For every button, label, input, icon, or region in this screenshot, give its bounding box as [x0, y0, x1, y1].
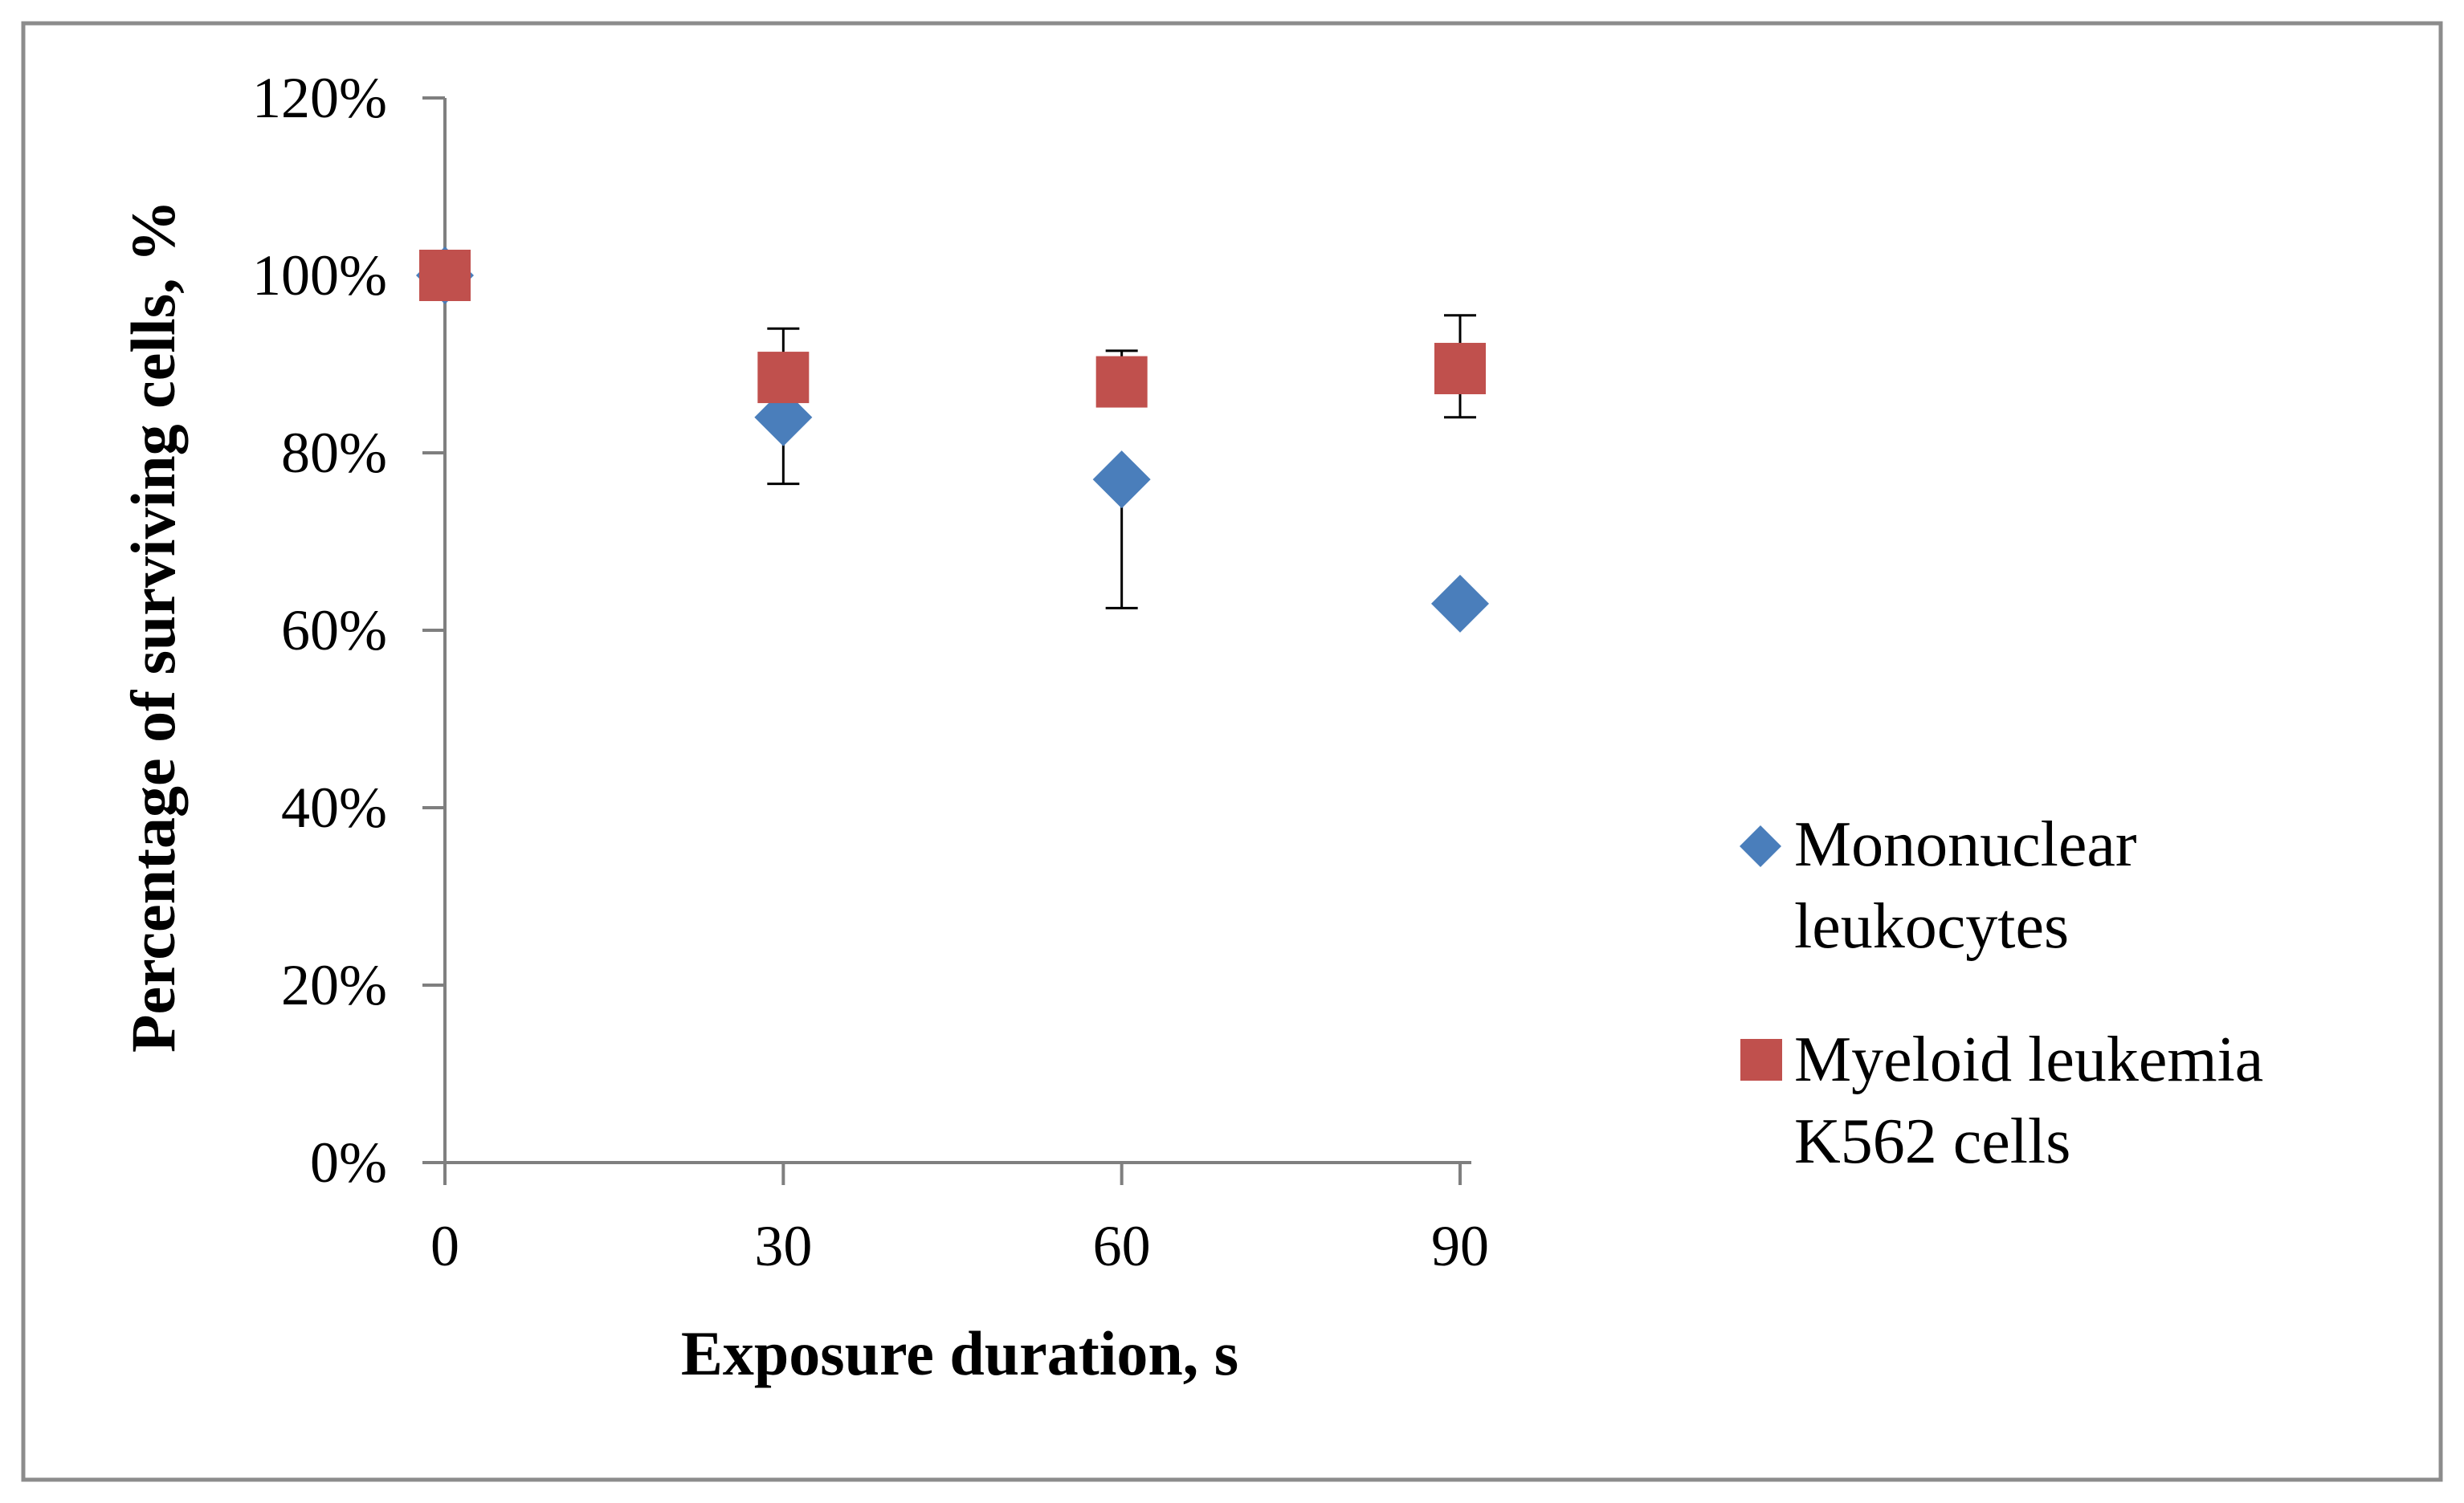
legend-item-mononuclear: Mononuclear leukocytes: [1740, 809, 2137, 962]
data-point-myeloid: [419, 250, 471, 301]
legend-label-myeloid-line1: Myeloid leukemia: [1794, 1024, 2263, 1095]
plot-area: 0% 20% 40% 60% 80% 100% 120% 0 30 60 90: [252, 66, 1489, 1278]
data-point-mononuclear: [1092, 450, 1151, 509]
legend-square-marker: [1740, 1039, 1782, 1081]
x-tick-label: 90: [1431, 1214, 1489, 1278]
legend: Mononuclear leukocytes Myeloid leukemia …: [1740, 809, 2263, 1177]
y-tick-label: 120%: [252, 66, 387, 130]
data-point-mononuclear: [1431, 574, 1489, 633]
y-tick-label: 0%: [310, 1130, 387, 1195]
legend-label-mononuclear-line2: leukocytes: [1794, 891, 2069, 962]
data-point-myeloid: [1095, 356, 1148, 408]
x-axis-ticks: 0 30 60 90: [430, 1163, 1489, 1278]
x-axis-title: Exposure duration, s: [681, 1318, 1238, 1388]
y-tick-label: 20%: [281, 953, 387, 1017]
data-point-myeloid: [757, 352, 810, 404]
legend-label-myeloid-line2: K562 cells: [1794, 1106, 2070, 1177]
legend-diamond-marker: [1740, 825, 1781, 867]
legend-label-mononuclear-line1: Mononuclear: [1794, 809, 2137, 880]
x-tick-label: 0: [430, 1214, 459, 1278]
y-tick-label: 100%: [252, 243, 387, 308]
chart-border: [21, 21, 2443, 1482]
y-tick-label: 80%: [281, 421, 387, 485]
data-markers: [416, 246, 1489, 633]
y-tick-label: 40%: [281, 776, 387, 840]
y-tick-label: 60%: [281, 598, 387, 662]
legend-item-myeloid: Myeloid leukemia K562 cells: [1740, 1024, 2263, 1177]
x-tick-label: 60: [1093, 1214, 1151, 1278]
x-tick-label: 30: [754, 1214, 812, 1278]
data-point-myeloid: [1434, 343, 1486, 395]
y-axis-title: Percentage of surviving cells, %: [118, 200, 188, 1053]
